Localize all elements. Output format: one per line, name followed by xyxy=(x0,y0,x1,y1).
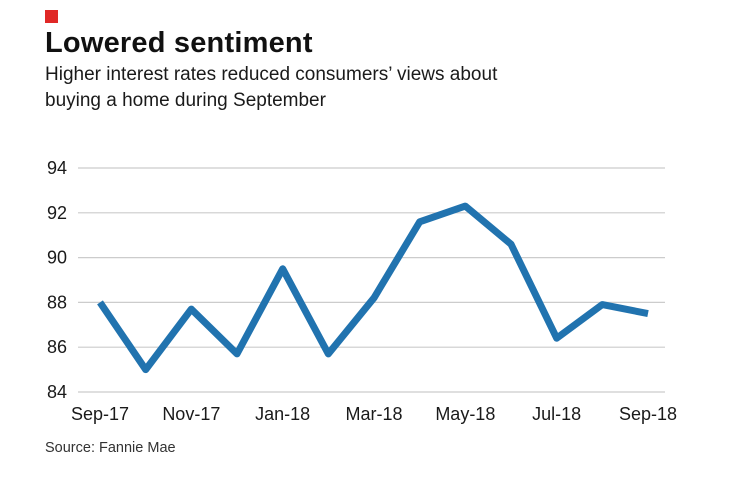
x-tick-label: Mar-18 xyxy=(345,404,402,424)
x-tick-label: Jul-18 xyxy=(532,404,581,424)
chart-title: Lowered sentiment xyxy=(45,27,313,59)
brand-red-square xyxy=(45,10,58,23)
sentiment-line-series xyxy=(97,202,649,374)
x-tick-label: May-18 xyxy=(435,404,495,424)
line-chart: 84 86 88 90 92 94 Sep-17 Nov-17 Jan-18 Mar-18 May-… xyxy=(47,158,677,424)
y-tick-label: 92 xyxy=(47,203,67,223)
chart-subtitle-line2: buying a home during September xyxy=(45,90,326,111)
source-note: Source: Fannie Mae xyxy=(45,440,176,456)
y-tick-label: 84 xyxy=(47,382,67,402)
x-tick-label: Jan-18 xyxy=(255,404,310,424)
chart-subtitle: Higher interest rates reduced consumers’… xyxy=(45,62,497,114)
chart-subtitle-line1: Higher interest rates reduced consumers’… xyxy=(45,64,498,85)
y-tick-label: 90 xyxy=(47,248,67,268)
y-tick-label: 86 xyxy=(47,337,67,357)
x-tick-label: Sep-17 xyxy=(71,404,129,424)
x-tick-label: Nov-17 xyxy=(162,404,220,424)
y-tick-label: 88 xyxy=(47,292,67,312)
x-tick-label: Sep-18 xyxy=(619,404,677,424)
y-tick-label: 94 xyxy=(47,158,67,178)
